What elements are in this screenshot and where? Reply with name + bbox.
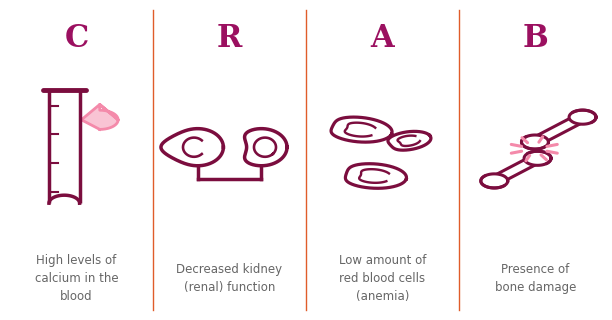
- Polygon shape: [481, 174, 508, 188]
- Polygon shape: [521, 135, 548, 149]
- Polygon shape: [524, 151, 551, 165]
- Polygon shape: [81, 104, 118, 129]
- Text: Low amount of
red blood cells
(anemia): Low amount of red blood cells (anemia): [339, 254, 426, 303]
- Polygon shape: [569, 110, 596, 124]
- Text: High levels of
calcium in the
blood: High levels of calcium in the blood: [35, 254, 118, 303]
- Text: Decreased kidney
(renal) function: Decreased kidney (renal) function: [176, 263, 283, 294]
- Text: Presence of
bone damage: Presence of bone damage: [495, 263, 576, 294]
- Text: C: C: [64, 23, 89, 54]
- Text: A: A: [371, 23, 394, 54]
- Text: R: R: [217, 23, 242, 54]
- Text: B: B: [523, 23, 548, 54]
